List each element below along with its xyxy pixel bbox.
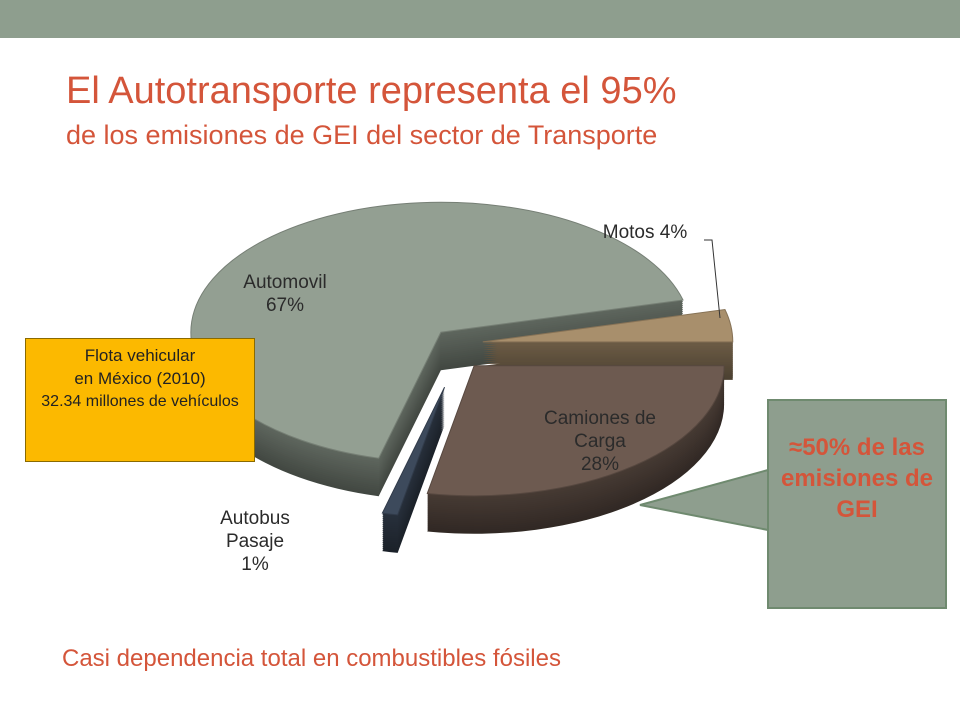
pie	[190, 201, 734, 553]
slice	[482, 308, 734, 343]
top-bar	[0, 0, 960, 38]
category-label: Automovil	[243, 272, 327, 293]
slice-label: Automovil 67%	[230, 272, 340, 318]
slice	[381, 386, 445, 516]
callout-box	[767, 399, 947, 609]
category-label: Autobus Pasaje	[220, 508, 290, 552]
value-label: 4%	[659, 222, 688, 243]
value-label: 67%	[265, 294, 305, 316]
category-label: Camiones de Carga	[544, 408, 656, 452]
subtitle: de los emisiones de GEI del sector de Tr…	[66, 120, 658, 150]
callout-text: ≈50% de las emisiones de GEI	[780, 434, 934, 524]
fleet-box: Flota vehicular en México (2010) 32.34 m…	[25, 338, 255, 462]
footer: Casi dependencia total en combustibles f…	[62, 645, 561, 672]
value-label: 28%	[580, 453, 620, 475]
slice-label: Camiones de Carga 28%	[530, 408, 670, 476]
fleet-line: Flota vehicular	[84, 346, 196, 365]
leader-line	[704, 239, 721, 319]
value-label: 1%	[241, 553, 269, 575]
fleet-line: 32.34 millones de vehículos	[41, 392, 239, 410]
slice-label: Motos 4%	[570, 222, 720, 245]
title: El Autotransporte representa el 95%	[66, 70, 677, 112]
slice	[426, 365, 725, 497]
slice-label: Autobus Pasaje 1%	[205, 508, 305, 576]
fleet-line: en México (2010)	[74, 368, 206, 388]
category-label: Motos	[602, 222, 655, 243]
